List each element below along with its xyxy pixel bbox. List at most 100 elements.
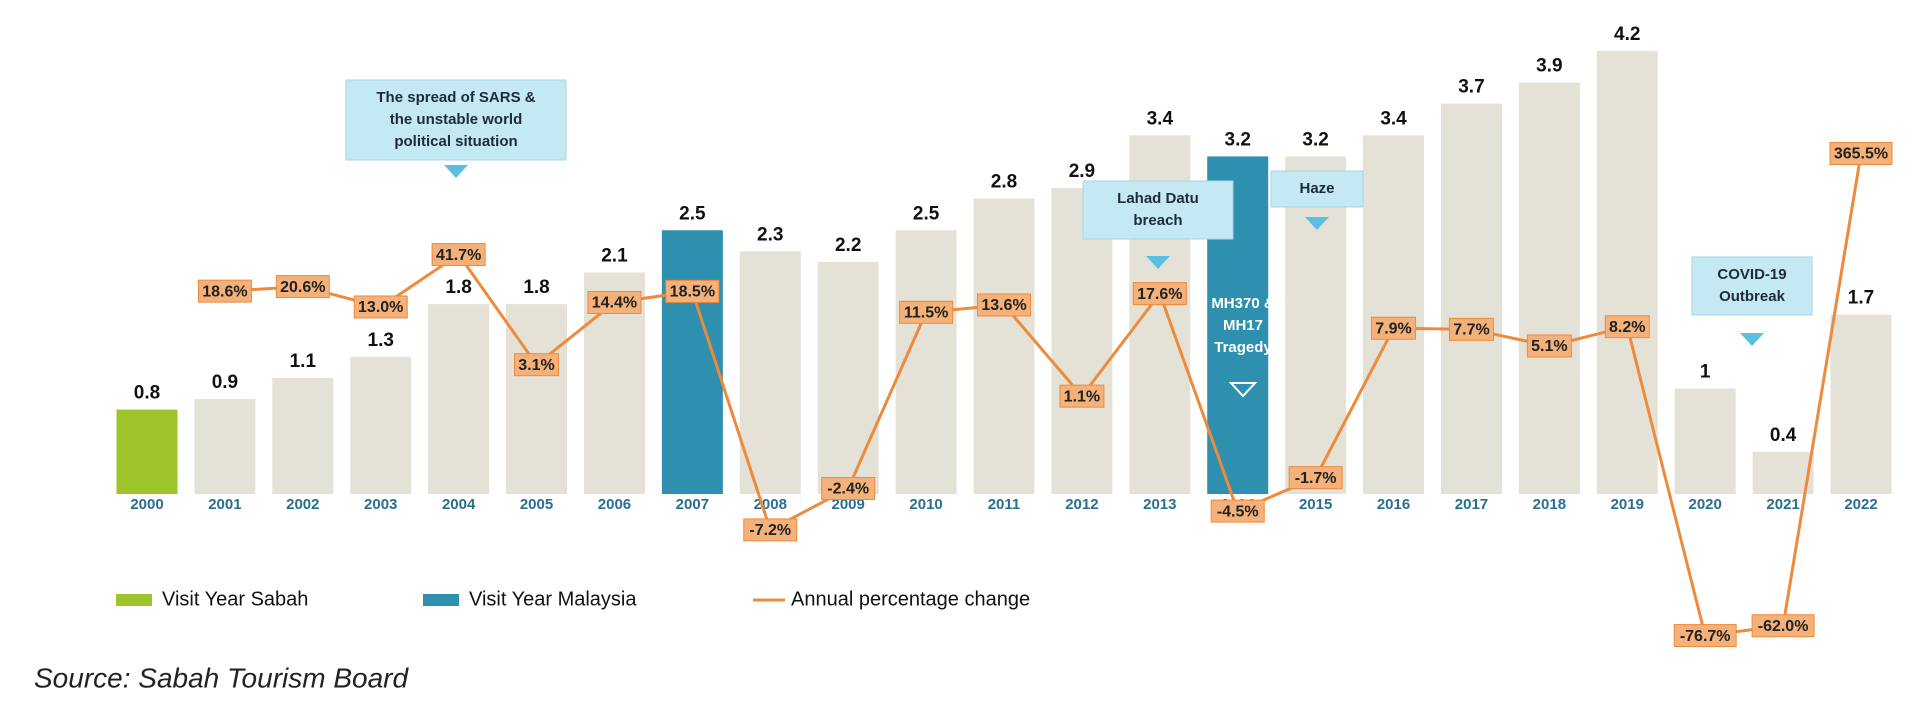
pct-label: 8.2%	[1609, 319, 1645, 336]
pct-label-bg	[1059, 384, 1105, 408]
bar-value-label: 3.2	[1302, 129, 1328, 150]
pct-label: -2.4%	[827, 481, 869, 498]
bar-value-label: 1.1	[290, 351, 317, 372]
pct-label-bg	[1751, 614, 1815, 638]
x-tick-label: 2016	[1377, 496, 1410, 513]
x-tick-label: 2000	[130, 496, 163, 513]
pct-label: 18.5%	[670, 284, 715, 301]
annotation-pointer	[1305, 217, 1329, 230]
annotation-text: political situation	[394, 133, 517, 150]
pct-label: 14.4%	[592, 295, 637, 312]
bar-value-label: 0.8	[134, 383, 160, 404]
pct-label-bg	[1673, 624, 1737, 648]
pct-label-bg	[1829, 142, 1893, 166]
pct-label-bg	[977, 293, 1031, 317]
bar-value-label: 1.8	[523, 277, 549, 298]
bar-value-label: 3.4	[1380, 108, 1407, 129]
bar-value-label: 2.1	[601, 245, 628, 266]
x-tick-label: 2002	[286, 496, 319, 513]
annotation-pointer	[444, 165, 468, 178]
pct-label: 13.6%	[981, 297, 1026, 314]
bar-value-label: 1.3	[368, 330, 394, 351]
bar	[1518, 82, 1580, 495]
bar-value-label: 3.2	[1225, 129, 1251, 150]
x-tick-label: 2019	[1611, 496, 1644, 513]
x-tick-label: 2011	[988, 496, 1021, 513]
x-tick-label: 2022	[1844, 496, 1877, 513]
x-tick-label: 2020	[1688, 496, 1721, 513]
annotation-box	[1270, 170, 1364, 208]
annotation-text: Tragedy	[1214, 339, 1272, 356]
legend-label: Visit Year Malaysia	[469, 588, 637, 610]
bar-value-label: 0.4	[1770, 425, 1797, 446]
bar-value-label: 2.9	[1069, 161, 1095, 182]
bar	[1363, 135, 1425, 495]
pct-label-bg	[197, 279, 252, 303]
pct-label: 7.7%	[1453, 322, 1489, 339]
legend-swatch	[423, 594, 459, 606]
annotation-pointer	[1146, 256, 1170, 269]
x-tick-label: 2009	[831, 496, 864, 513]
pct-label: 11.5%	[904, 305, 948, 322]
pct-label: 41.7%	[436, 247, 481, 264]
bar	[1830, 314, 1892, 494]
annotation-text: The spread of SARS &	[376, 89, 535, 106]
pct-label-bg	[899, 300, 954, 324]
pct-label-bg	[821, 477, 876, 501]
bar-value-label: 3.9	[1536, 56, 1562, 77]
bar-value-label: 2.3	[757, 224, 783, 245]
bar	[116, 409, 178, 494]
x-tick-label: 2005	[520, 496, 553, 513]
bar	[272, 377, 334, 494]
annotation-text: the unstable world	[390, 111, 523, 128]
bar	[1674, 388, 1736, 494]
annotation-box	[1082, 180, 1234, 240]
legend-label: Annual percentage change	[791, 588, 1030, 610]
annotation-text: Lahad Datu	[1117, 190, 1199, 207]
pct-label-bg	[275, 275, 330, 299]
pct-label-bg	[431, 243, 486, 267]
annotation-text: MH370 &	[1211, 295, 1275, 312]
pct-label-bg	[1371, 316, 1417, 340]
pct-label-bg	[353, 295, 408, 319]
pct-label-bg	[1132, 282, 1187, 306]
pct-label-bg	[1288, 466, 1343, 490]
x-tick-label: 2017	[1455, 496, 1488, 513]
annotation-text: breach	[1133, 212, 1182, 229]
bar	[1752, 451, 1814, 494]
bar-value-label: 2.5	[913, 203, 940, 224]
pct-label: 365.5%	[1834, 146, 1888, 163]
bar-value-label: 2.8	[991, 172, 1017, 193]
bar-value-label: 3.4	[1147, 108, 1174, 129]
bar-value-label: 3.7	[1458, 77, 1484, 98]
annotation-text: Haze	[1299, 180, 1334, 197]
bar	[973, 198, 1035, 494]
bar-value-label: 4.2	[1614, 24, 1640, 45]
pct-label: 18.6%	[202, 283, 247, 300]
pct-label: 3.1%	[518, 357, 554, 374]
x-tick-label: 2003	[364, 496, 397, 513]
line	[224, 153, 1863, 638]
bar	[817, 261, 879, 494]
pct-label-bg	[1604, 315, 1650, 339]
annotation-text: COVID-19	[1717, 266, 1786, 283]
x-tick-label: 2006	[598, 496, 631, 513]
annotation-box	[345, 79, 567, 161]
bar	[661, 230, 723, 494]
pct-label: 7.9%	[1375, 320, 1411, 337]
pct-label: -1.7%	[1295, 470, 1337, 487]
pct-label-bg	[665, 279, 720, 303]
annotation-pointer	[1740, 333, 1764, 346]
x-tick-label: 2013	[1143, 496, 1176, 513]
legend-swatch	[116, 594, 152, 606]
bar-value-label: 1.7	[1848, 288, 1874, 309]
bar	[739, 251, 801, 494]
bar	[194, 399, 256, 494]
bar-value-label: 1.8	[445, 277, 471, 298]
annotation-box	[1691, 256, 1813, 316]
legend-label: Visit Year Sabah	[162, 588, 308, 610]
bar-value-label: 0.9	[212, 372, 238, 393]
x-tick-label: 2004	[442, 496, 476, 513]
pct-label: 5.1%	[1531, 338, 1567, 355]
